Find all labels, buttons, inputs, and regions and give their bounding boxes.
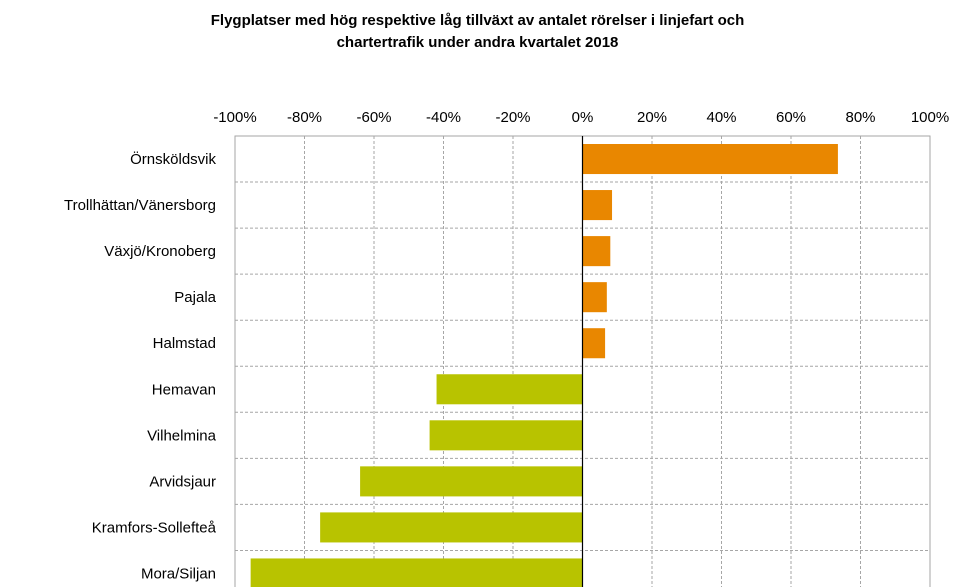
x-tick-label: -20% xyxy=(495,109,530,126)
x-tick-label: -40% xyxy=(426,109,461,126)
category-label: Örnsköldsvik xyxy=(130,150,216,168)
category-label: Mora/Siljan xyxy=(141,565,216,582)
x-tick-label: -80% xyxy=(287,109,322,126)
x-tick-label: 0% xyxy=(572,109,594,126)
bar xyxy=(250,558,583,587)
x-tick-label: 60% xyxy=(776,109,806,126)
category-label: Hemavan xyxy=(152,381,216,398)
category-label: Kramfors-Sollefteå xyxy=(92,519,217,536)
x-tick-label: 100% xyxy=(911,109,949,126)
bar xyxy=(582,190,613,221)
x-tick-label: -60% xyxy=(356,109,391,126)
bar xyxy=(320,512,583,543)
chart-title-line-2: chartertrafik under andra kvartalet 2018 xyxy=(336,34,619,51)
x-tick-label: 40% xyxy=(706,109,736,126)
chart-title: Flygplatser med hög respektive låg tillv… xyxy=(0,10,955,54)
bar xyxy=(582,282,607,313)
category-label: Trollhättan/Vänersborg xyxy=(64,197,216,214)
category-label: Växjö/Kronoberg xyxy=(104,243,216,260)
x-tick-label: 80% xyxy=(845,109,875,126)
category-label: Vilhelmina xyxy=(147,427,217,444)
category-label: Arvidsjaur xyxy=(149,473,216,490)
bar xyxy=(582,328,606,359)
category-label: Halmstad xyxy=(153,335,216,352)
bar xyxy=(360,466,583,497)
bar xyxy=(436,374,583,405)
bar xyxy=(582,144,838,175)
x-tick-label: 20% xyxy=(637,109,667,126)
bar xyxy=(582,236,611,267)
x-tick-label: -100% xyxy=(213,109,256,126)
bar xyxy=(429,420,583,451)
category-label: Pajala xyxy=(174,289,216,306)
chart-title-line-1: Flygplatser med hög respektive låg tillv… xyxy=(210,12,745,29)
